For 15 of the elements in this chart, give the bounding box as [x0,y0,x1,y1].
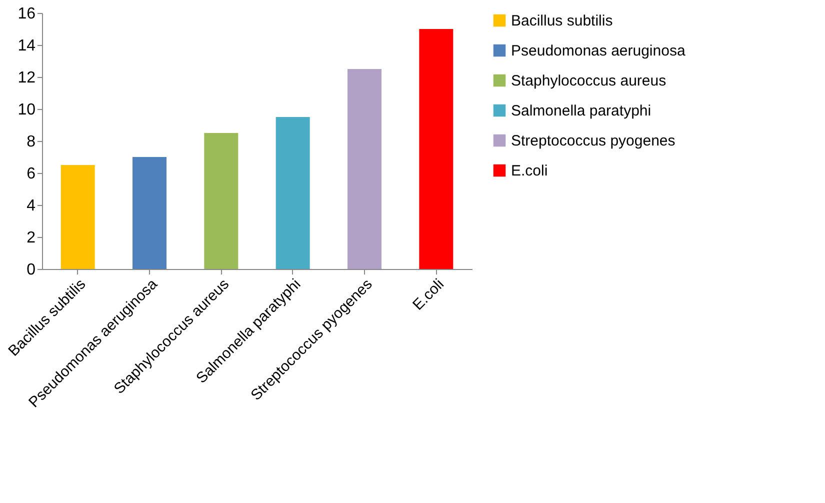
y-tick-label: 8 [26,134,36,150]
legend-label: Salmonella paratyphi [511,102,652,120]
legend-label: Streptococcus pyogenes [511,132,676,150]
y-tick-label: 2 [26,230,36,246]
legend-label: Bacillus subtilis [511,12,613,30]
legend-label: E.coli [511,162,548,180]
legend-label: Pseudomonas aeruginosa [511,42,686,60]
y-tick-label: 6 [26,166,36,182]
y-tick-label: 14 [18,38,36,54]
y-tick-label: 16 [18,6,36,22]
y-tick-label: 12 [18,70,36,86]
y-tick-label: 0 [26,262,36,278]
y-tick-label: 4 [26,198,36,214]
legend-label: Staphylococcus aureus [511,72,666,90]
y-tick-label: 10 [18,102,36,118]
